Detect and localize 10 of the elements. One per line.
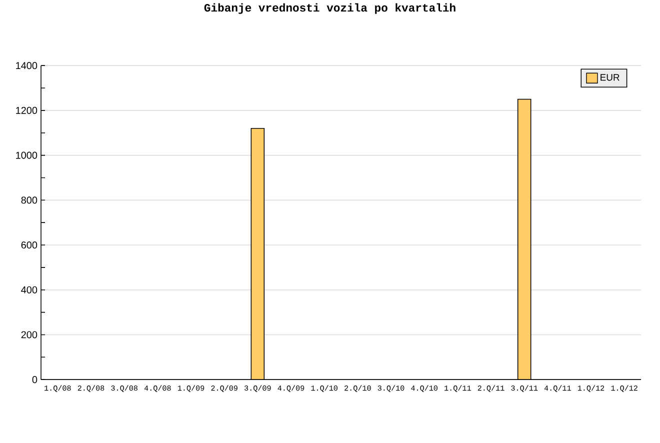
y-tick-label: 600 (21, 242, 38, 249)
y-tick-label: 0 (32, 376, 38, 384)
y-tick-label: 1000 (16, 152, 38, 160)
y-tick-label: 1400 (16, 62, 38, 70)
legend-label: EUR (600, 74, 620, 81)
y-tick-label: 1200 (16, 107, 38, 114)
chart-title: Gibanje vrednosti vozila po kvartalih (204, 4, 456, 14)
y-tick-label: 800 (21, 196, 38, 204)
y-tick-label: 400 (21, 286, 38, 294)
y-tick-label: 200 (21, 331, 38, 338)
